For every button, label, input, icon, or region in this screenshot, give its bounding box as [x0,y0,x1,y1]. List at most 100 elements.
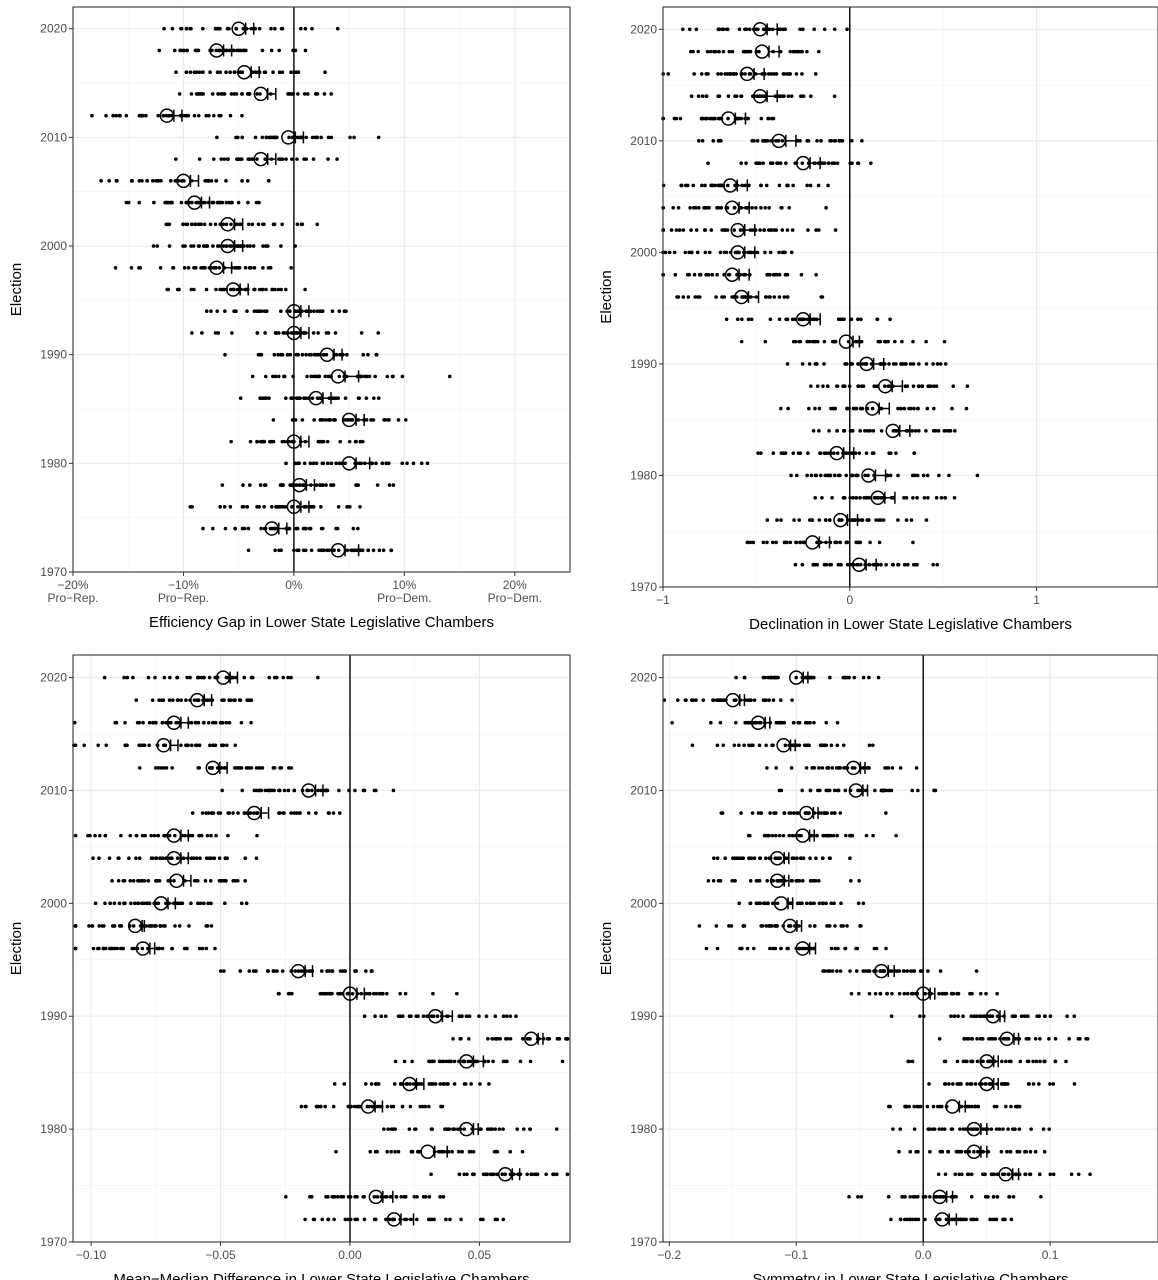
data-point [252,287,257,292]
data-point [521,1127,526,1131]
data-point [326,157,330,161]
data-point [812,27,817,32]
data-point [257,200,261,205]
x-tick-label: 0.1 [1042,1248,1059,1262]
data-point [969,1172,974,1177]
data-point [208,70,212,74]
data-point [911,339,915,344]
data-point [362,1014,367,1019]
data-point [196,113,201,118]
data-point [832,901,836,906]
data-point [213,331,218,335]
data-point [222,901,227,906]
data-point [783,27,788,32]
data-point [775,901,780,906]
data-point [830,766,835,770]
data-point [726,94,731,99]
data-point [369,418,374,422]
data-point [804,766,809,770]
data-point [777,788,782,793]
data-point [429,1082,434,1086]
y-tick-label: 2010 [630,134,657,148]
data-point [747,72,752,76]
data-point [722,295,727,299]
data-point [868,540,872,545]
data-point [528,1127,532,1131]
data-point [384,991,389,996]
data-point [667,250,672,255]
data-point [822,362,826,366]
data-point [465,1014,469,1019]
data-point [277,157,281,161]
data-point [274,526,279,531]
data-point [203,878,208,883]
data-point [486,1037,490,1041]
data-point [427,1104,431,1109]
data-point [805,473,809,478]
data-point [343,461,347,466]
data-point [1026,1014,1030,1019]
data-point [815,833,819,838]
data-point [866,473,870,478]
data-point [838,540,843,545]
data-point [827,924,832,928]
data-point [915,495,919,500]
data-point [265,969,270,973]
data-point [489,1127,494,1131]
data-point [162,26,166,31]
data-point [192,113,197,118]
data-point [926,1127,931,1131]
data-point [306,788,311,793]
data-point [910,1217,915,1222]
data-point [701,698,706,702]
data-point [692,272,697,277]
data-point [184,200,188,205]
data-point [259,396,264,400]
data-point [972,1149,976,1154]
data-point [917,362,921,366]
data-point [765,540,769,545]
data-point [758,856,763,860]
data-point [330,1195,335,1199]
data-point [777,183,782,188]
data-point [352,1104,357,1109]
data-point [208,743,212,748]
data-point [715,856,720,860]
data-point [158,856,162,860]
data-point [866,518,870,522]
data-point [107,856,112,860]
data-point [697,205,701,210]
data-point [220,788,224,793]
data-point [250,222,255,227]
data-point [129,901,133,906]
data-point [687,27,692,32]
data-point [866,969,870,973]
data-point [934,495,939,500]
data-point [730,49,735,54]
data-point [829,901,834,906]
data-point [704,205,708,210]
data-point [813,562,817,567]
data-point [366,548,370,553]
y-axis-title: Election [8,263,25,316]
data-point [110,878,114,883]
data-point [204,309,209,314]
data-point [320,526,325,531]
data-point [244,901,249,906]
data-point [245,244,250,248]
data-point [1053,1037,1058,1041]
data-point [754,878,759,883]
data-point [462,1172,466,1177]
data-point [803,720,808,725]
data-point [120,946,125,951]
data-point [211,720,215,725]
data-point [303,1217,307,1222]
data-point [721,49,726,54]
data-point [119,833,123,838]
data-point [352,135,356,140]
data-point [324,991,329,996]
data-point [849,878,853,883]
data-point [835,743,840,748]
data-point [400,374,405,379]
data-point [813,473,818,478]
